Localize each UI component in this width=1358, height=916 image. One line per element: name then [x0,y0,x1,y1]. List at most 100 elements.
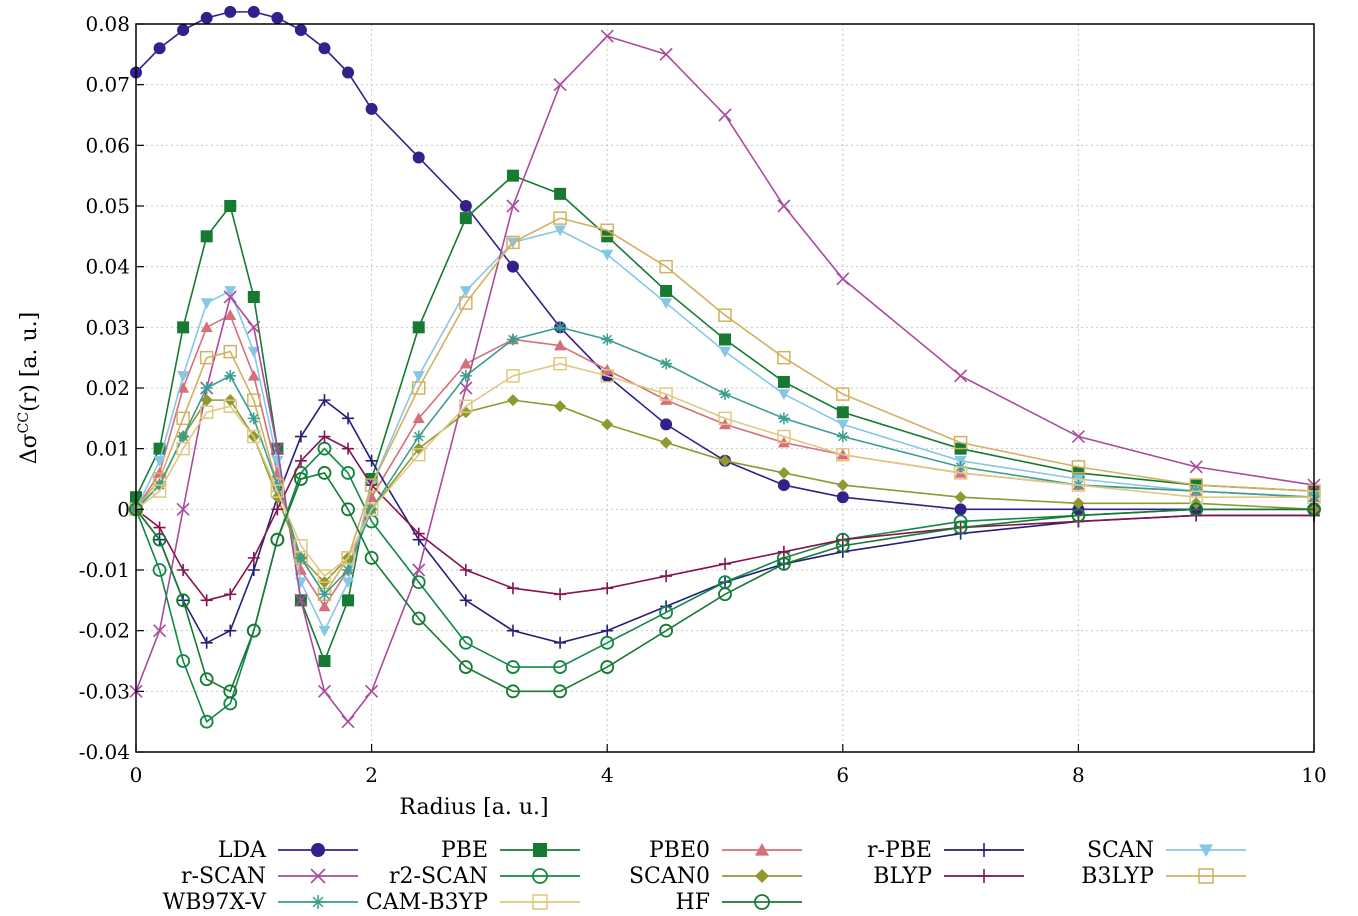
data-point-r-pbe [342,412,355,425]
data-point-r-scan [317,684,332,698]
data-point-r-scan [659,47,673,61]
data-point-b3lyp [223,344,237,359]
series-group [129,5,1321,729]
data-point-hf [718,587,732,602]
legend-label: PBE [441,838,488,863]
data-point-scan0 [660,436,673,449]
data-point-lda [247,5,260,18]
data-point-b3lyp [1071,460,1086,474]
x-axis-ticks: 0 2 4 6 8 10 [130,744,1327,787]
data-point-b3lyp [411,381,426,395]
data-point-cam-b3yp [152,484,167,498]
data-point-hf [223,684,238,699]
data-point-b3lyp [953,435,968,450]
y-tick-label: -0.02 [79,619,130,643]
data-point-scan0 [836,479,849,492]
data-point-pbe0 [200,321,213,333]
data-point-hf [199,672,214,687]
series-line-r2-scan [135,447,1314,723]
data-point-cam-b3yp [223,399,237,413]
data-point-wb97x-v [200,382,213,394]
legend-swatch-marker [311,895,325,909]
y-tick-label: -0.01 [79,558,130,582]
data-point-cam-b3yp [953,466,968,480]
data-point-pbe [318,655,331,667]
data-point-hf [176,593,191,608]
data-point-pbe0 [554,339,567,351]
data-point-blyp [247,551,260,564]
data-point-blyp [271,503,284,516]
data-point-cam-b3yp [459,399,473,413]
data-point-r2-scan [506,660,520,674]
data-point-blyp [554,588,567,601]
data-point-r2-scan [176,654,191,668]
data-point-scan [294,577,307,589]
data-point-cam-b3yp [553,356,567,371]
data-point-pbe [660,284,673,297]
data-point-lda [459,200,472,212]
data-point-lda [342,66,355,79]
legend-item-r2-scan: r2-SCAN [389,864,580,889]
legend-swatch-marker [533,843,547,857]
data-point-hf [1071,508,1086,523]
data-point-wb97x-v [342,564,355,576]
legend-swatch-marker [310,868,326,884]
data-point-scan [777,389,790,401]
data-point-b3lyp [176,411,190,426]
data-point-cam-b3yp [176,441,190,456]
y-axis-title: ΔσCC(r) [a. u.] [16,312,42,464]
data-point-pbe [224,200,237,212]
x-tick-label: 6 [836,763,849,787]
data-point-wb97x-v [660,357,673,370]
data-point-r-scan [341,715,355,729]
data-point-wb97x-v [554,321,567,334]
data-point-scan [247,346,260,358]
data-point-wb97x-v [412,430,425,443]
data-point-hf [364,550,379,565]
data-point-r2-scan [659,605,673,620]
data-point-r-scan [459,381,473,395]
data-point-b3lyp [553,211,567,225]
legend-label: CAM-B3YP [366,890,488,915]
data-point-cam-b3yp [1071,478,1086,492]
legend-label: r2-SCAN [389,864,488,889]
legend-swatch-marker [311,843,325,857]
data-point-lda [777,479,790,492]
data-point-r2-scan [152,563,167,577]
y-tick-label: 0.02 [85,376,130,400]
data-point-r-pbe [601,624,614,637]
data-point-r-pbe [247,564,260,576]
series-r-pbe [130,394,1320,649]
data-point-pbe [719,333,731,346]
data-point-r-scan [954,369,968,383]
legend-label: BLYP [873,864,932,889]
data-point-r-scan [553,78,567,92]
data-point-wb97x-v [719,388,731,401]
data-point-r-pbe [554,636,567,649]
x-axis-title: Radius [a. u.] [399,795,548,820]
data-point-hf [341,502,355,517]
data-point-cam-b3yp [294,538,308,553]
data-point-r-scan [506,199,520,213]
data-point-r2-scan [341,466,355,480]
data-point-scan [200,298,213,310]
legend-swatch-marker [1198,868,1214,884]
data-point-pbe0 [459,357,472,369]
legend-label: PBE0 [649,838,710,863]
data-point-cam-b3yp [777,429,791,444]
data-point-pbe [554,187,567,200]
data-point-r-pbe [506,624,519,637]
data-point-r2-scan [458,635,473,650]
legend-item-b3lyp: B3LYP [1081,864,1246,889]
data-point-blyp [506,582,519,595]
legend-item-hf: HF [676,890,802,915]
data-point-r-scan [718,108,732,122]
data-point-lda [660,418,673,431]
legend-item-r-pbe: r-PBE [867,838,1024,863]
legend-swatch-marker [1199,844,1213,857]
series-line-r-scan [135,35,1315,723]
data-point-hf [152,532,167,547]
data-point-lda [200,11,213,24]
y-tick-label: 0 [117,497,130,521]
data-point-cam-b3yp [836,447,850,462]
